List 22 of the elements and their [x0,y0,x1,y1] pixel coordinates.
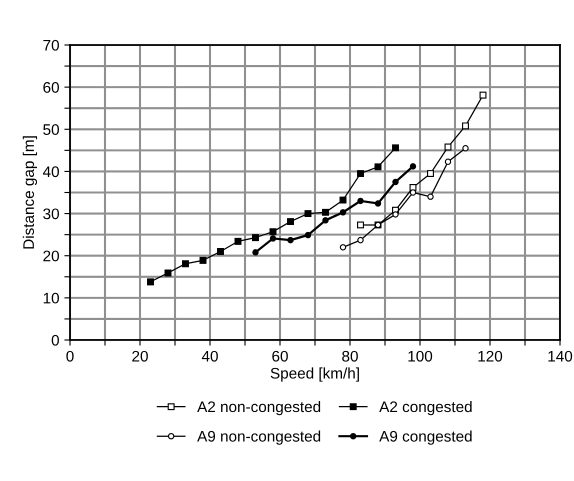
x-tick-label: 40 [202,350,218,362]
y-tick-label: 50 [43,124,59,135]
legend-label: A9 non-congested [197,430,320,445]
y-axis-title: Distance gap [m] [22,136,38,249]
y-tick-label: 70 [43,40,59,51]
x-tick-label: 0 [66,350,74,362]
x-tick-label: 140 [548,350,572,362]
x-tick-label: 120 [478,350,502,362]
x-tick-label: 100 [408,350,432,362]
x-tick-label: 80 [342,350,358,362]
y-tick-label: 10 [44,292,59,304]
legend-label: A9 congested [379,430,472,445]
y-tick-label: 30 [43,208,59,220]
x-axis-title: Speed [km/h] [270,367,359,382]
legend-label: A2 congested [379,400,472,416]
y-tick-label: 0 [52,334,59,346]
legend-label: A2 non-congested [197,400,320,416]
x-tick-label: 60 [272,350,288,362]
y-tick-label: 40 [42,166,59,178]
y-tick-label: 20 [43,250,59,262]
x-tick-label: 20 [132,350,148,362]
y-tick-label: 60 [43,82,59,93]
